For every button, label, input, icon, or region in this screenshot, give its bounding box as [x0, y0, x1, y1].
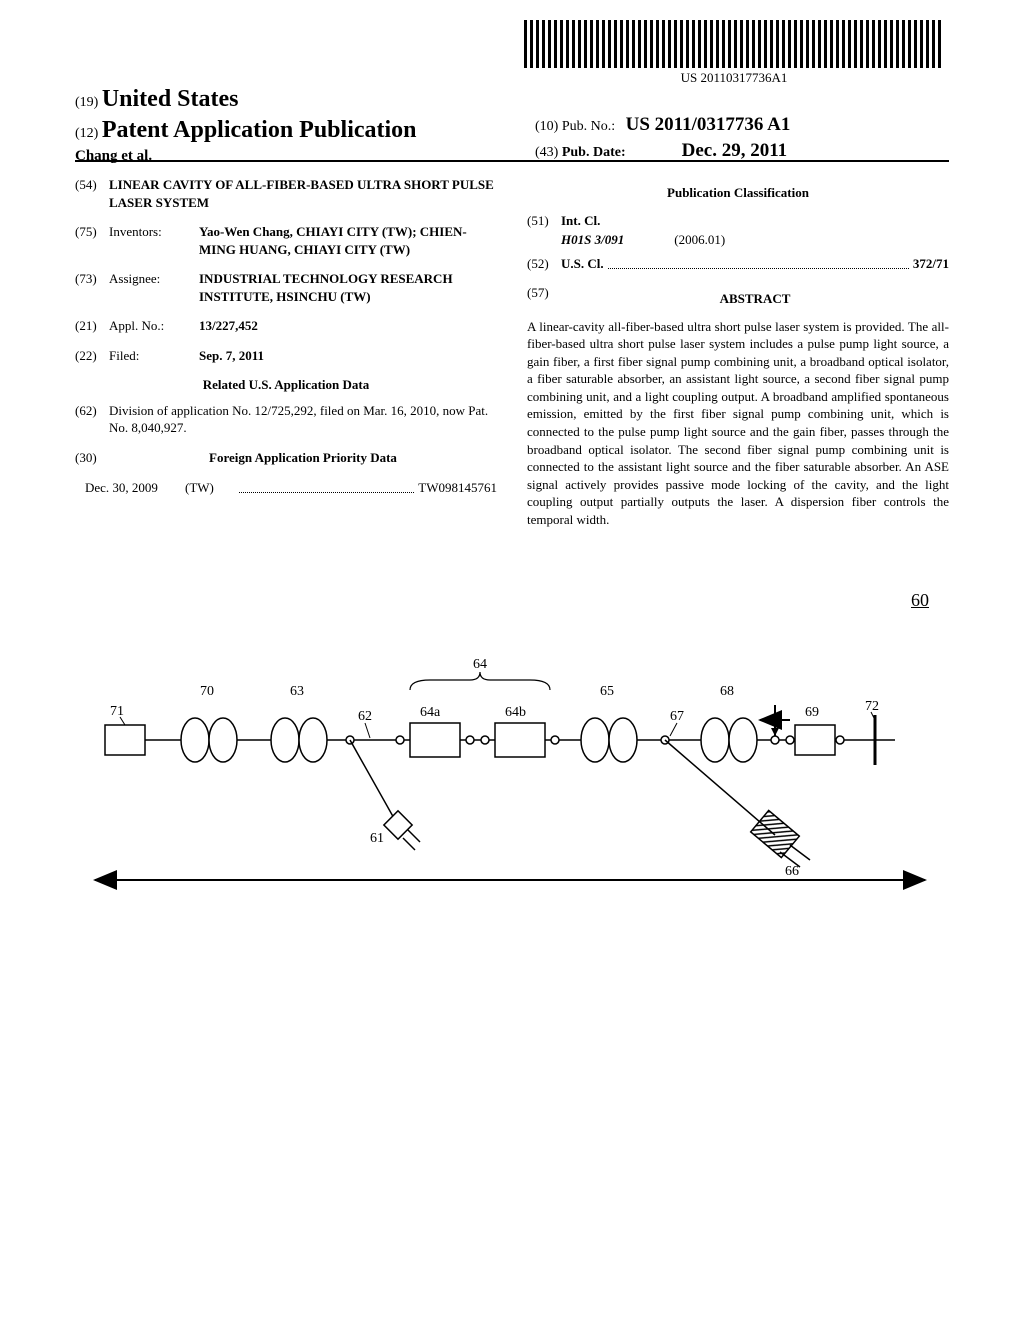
foreign-country: (TW) [185, 479, 235, 497]
country-num: (19) [75, 95, 98, 110]
lbl-61: 61 [370, 831, 384, 846]
lbl-63: 63 [290, 684, 304, 699]
lbl-64: 64 [473, 657, 487, 672]
pub-date-line: (43) Pub. Date: Dec. 29, 2011 [535, 140, 790, 162]
inventors-label: Inventors: [109, 223, 199, 258]
foreign-heading: Foreign Application Priority Data [109, 449, 497, 467]
lbl-62: 62 [358, 709, 372, 724]
country-line: (19) United States [75, 86, 417, 113]
barcode-block: US 20110317736A1 [524, 20, 944, 86]
pub-type: Patent Application Publication [102, 117, 417, 143]
pubdate-value: Dec. 29, 2011 [682, 140, 788, 161]
filed-num: (22) [75, 347, 109, 365]
divider [75, 160, 949, 162]
intcl-row: (51) Int. Cl. [527, 212, 949, 230]
division-value: Division of application No. 12/725,292, … [109, 402, 497, 437]
intcl-year: (2006.01) [674, 232, 725, 247]
applno-value: 13/227,452 [199, 317, 497, 335]
uscl-dots [608, 255, 909, 270]
inventors-value: Yao-Wen Chang, CHIAYI CITY (TW); CHIEN-M… [199, 223, 497, 258]
pubdate-num: (43) [535, 145, 558, 160]
right-col: Publication Classification (51) Int. Cl.… [527, 176, 949, 528]
abstract-heading: ABSTRACT [561, 290, 949, 308]
foreign-dots [239, 479, 414, 494]
pubno-num: (10) [535, 119, 558, 134]
authors: Chang et al. [75, 148, 417, 165]
pub-type-num: (12) [75, 126, 98, 141]
fig-label-60: 60 [911, 590, 929, 611]
abstract-heading-row: (57) ABSTRACT [527, 284, 949, 314]
uscl-value: 372/71 [913, 255, 949, 273]
uscl-label: U.S. Cl. [561, 255, 604, 273]
lbl-66: 66 [785, 864, 799, 879]
filed-value: Sep. 7, 2011 [199, 347, 497, 365]
barcode-text: US 20110317736A1 [524, 70, 944, 86]
intcl-label: Int. Cl. [561, 213, 600, 228]
applno-num: (21) [75, 317, 109, 335]
assignee-row: (73) Assignee: INDUSTRIAL TECHNOLOGY RES… [75, 270, 497, 305]
filed-row: (22) Filed: Sep. 7, 2011 [75, 347, 497, 365]
filed-value-text: Sep. 7, 2011 [199, 348, 264, 363]
lbl-70: 70 [200, 684, 214, 699]
header: (19) United States (12) Patent Applicati… [75, 86, 949, 165]
division-row: (62) Division of application No. 12/725,… [75, 402, 497, 437]
assignee-num: (73) [75, 270, 109, 305]
pub-no-line: (10) Pub. No.: US 2011/0317736 A1 [535, 114, 790, 136]
pubno-label: Pub. No.: [562, 119, 615, 134]
header-right: (10) Pub. No.: US 2011/0317736 A1 (43) P… [535, 114, 790, 162]
applno-label: Appl. No.: [109, 317, 199, 335]
foreign-num: (30) [75, 449, 109, 467]
foreign-date: Dec. 30, 2009 [85, 479, 185, 497]
foreign-data-row: Dec. 30, 2009 (TW) TW098145761 [85, 479, 497, 497]
assignee-label: Assignee: [109, 270, 199, 305]
header-left: (19) United States (12) Patent Applicati… [75, 86, 417, 165]
foreign-app: TW098145761 [418, 479, 497, 497]
uscl-row: (52) U.S. Cl. 372/71 [527, 255, 949, 273]
lbl-71: 71 [110, 704, 124, 719]
inventors-row: (75) Inventors: Yao-Wen Chang, CHIAYI CI… [75, 223, 497, 258]
lbl-64a: 64a [420, 705, 441, 720]
applno-value-text: 13/227,452 [199, 318, 258, 333]
barcode [524, 20, 944, 68]
foreign-heading-row: (30) Foreign Application Priority Data [75, 449, 497, 467]
title-num: (54) [75, 176, 109, 211]
pub-type-line: (12) Patent Application Publication [75, 117, 417, 144]
intcl-code: H01S 3/091 [561, 231, 671, 249]
intcl-num: (51) [527, 212, 561, 230]
pubclass-heading: Publication Classification [527, 184, 949, 202]
title-row: (54) LINEAR CAVITY OF ALL-FIBER-BASED UL… [75, 176, 497, 211]
lbl-69: 69 [805, 705, 819, 720]
lbl-72: 72 [865, 699, 879, 714]
filed-label: Filed: [109, 347, 199, 365]
patent-title: LINEAR CAVITY OF ALL-FIBER-BASED ULTRA S… [109, 176, 497, 211]
lbl-68: 68 [720, 684, 734, 699]
related-heading: Related U.S. Application Data [75, 376, 497, 394]
lbl-65: 65 [600, 684, 614, 699]
figure-area: 60 71 70 63 62 [75, 590, 949, 950]
two-col: (54) LINEAR CAVITY OF ALL-FIBER-BASED UL… [75, 176, 949, 528]
inventors-num: (75) [75, 223, 109, 258]
country-name: United States [102, 86, 239, 112]
pubdate-label: Pub. Date: [562, 145, 626, 160]
inventors-value-text: Yao-Wen Chang, CHIAYI CITY (TW); CHIEN-M… [199, 224, 467, 257]
division-num: (62) [75, 402, 109, 437]
lbl-67: 67 [670, 709, 684, 724]
assignee-value: INDUSTRIAL TECHNOLOGY RESEARCH INSTITUTE… [199, 270, 497, 305]
uscl-num: (52) [527, 255, 561, 273]
lbl-64b: 64b [505, 705, 526, 720]
pubno-value: US 2011/0317736 A1 [626, 114, 791, 135]
abstract-num: (57) [527, 284, 561, 314]
left-col: (54) LINEAR CAVITY OF ALL-FIBER-BASED UL… [75, 176, 497, 528]
abstract-text: A linear-cavity all-fiber-based ultra sh… [527, 318, 949, 529]
assignee-value-text: INDUSTRIAL TECHNOLOGY RESEARCH INSTITUTE… [199, 271, 453, 304]
patent-figure: 71 70 63 62 61 64 64a 64b [75, 620, 945, 940]
applno-row: (21) Appl. No.: 13/227,452 [75, 317, 497, 335]
intcl-code-row: H01S 3/091 (2006.01) [561, 231, 949, 249]
